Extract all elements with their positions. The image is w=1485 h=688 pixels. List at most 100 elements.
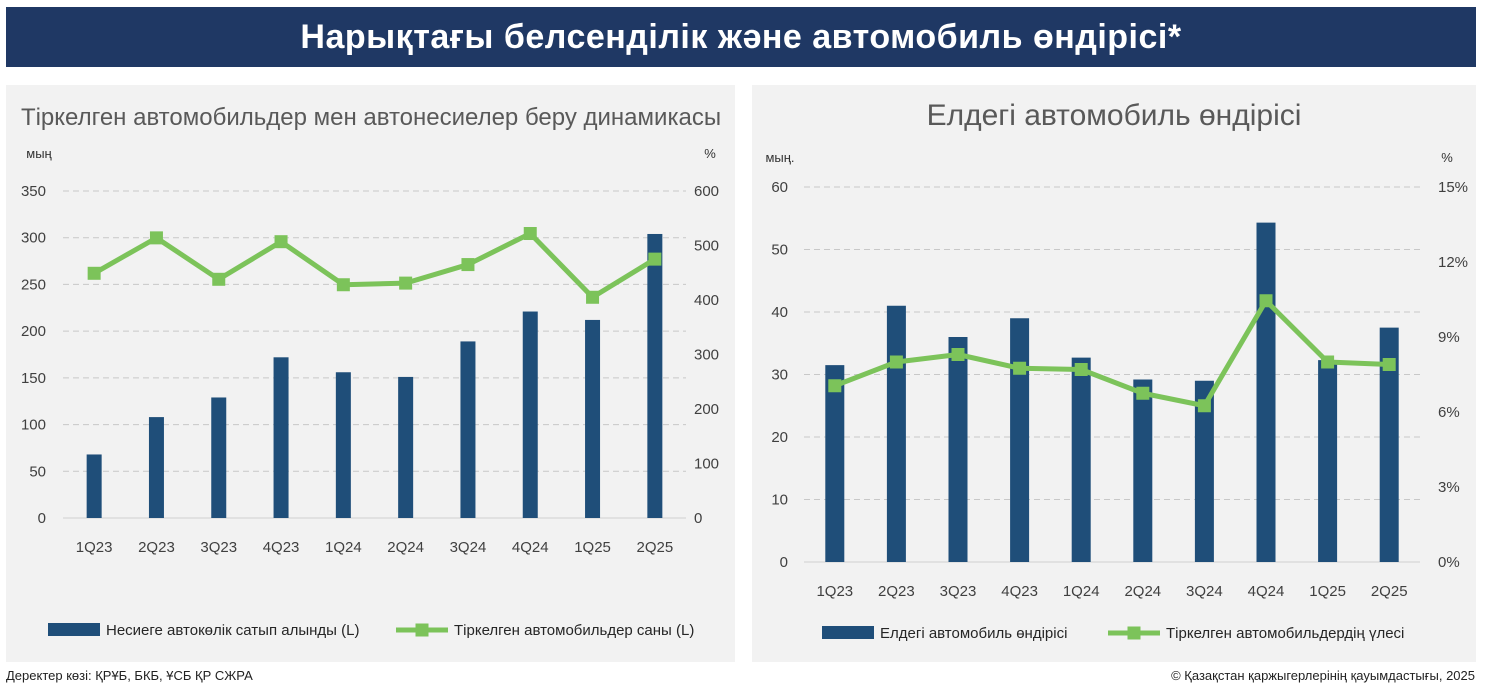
line-point <box>1321 355 1335 369</box>
copyright-note: © Қазақстан қаржыгерлерінің қауымдастығы… <box>1171 668 1475 683</box>
legend-bar-swatch <box>48 623 100 636</box>
y-right-tick-label: 0 <box>694 510 702 527</box>
bar <box>1318 360 1338 562</box>
bar <box>886 305 906 562</box>
x-tick-label: 3Q23 <box>940 583 977 600</box>
y-right-tick-label: 400 <box>694 292 719 309</box>
y-left-tick-label: 250 <box>21 276 46 293</box>
line-point <box>648 252 662 266</box>
x-tick-label: 4Q23 <box>263 539 300 556</box>
y-left-tick-label: 300 <box>21 230 46 247</box>
bar <box>273 357 289 518</box>
y-left-tick-label: 350 <box>21 183 46 200</box>
y-right-tick-label: 6% <box>1438 404 1460 421</box>
x-tick-label: 4Q24 <box>1248 583 1285 600</box>
x-tick-label: 2Q23 <box>878 583 915 600</box>
y-right-tick-label: 500 <box>694 238 719 255</box>
legend-bar-swatch <box>822 626 874 639</box>
registrations-chart: Тіркелген автомобильдер мен автонесиелер… <box>21 104 721 639</box>
bar <box>1379 327 1399 562</box>
bar <box>1010 318 1030 562</box>
line-point <box>889 355 903 369</box>
y-right-tick-label: 100 <box>694 456 719 473</box>
bar <box>1194 380 1214 562</box>
bar <box>398 376 414 518</box>
legend-line-marker <box>1127 626 1141 640</box>
page-title: Нарықтағы белсенділік және автомобиль өн… <box>300 17 1182 56</box>
y-right-tick-label: 0% <box>1438 554 1460 571</box>
y-left-tick-label: 20 <box>771 429 788 446</box>
bar <box>211 397 227 518</box>
x-tick-label: 3Q24 <box>1186 583 1223 600</box>
x-tick-label: 1Q24 <box>1063 583 1100 600</box>
series-line <box>833 298 1390 409</box>
production-chart-panel: Елдегі автомобиль өндірісі мың.% 0 10 20 30 40… <box>752 85 1476 662</box>
y-right-tick-label: 9% <box>1438 329 1460 346</box>
bar <box>460 341 476 518</box>
y-left-tick-label: 150 <box>21 370 46 387</box>
bar <box>585 319 601 518</box>
line-point <box>1197 399 1211 413</box>
x-tick-label: 4Q24 <box>512 539 549 556</box>
x-tick-label: 2Q25 <box>1371 583 1408 600</box>
chart-title: Елдегі автомобиль өндірісі <box>927 99 1302 132</box>
bar <box>1256 222 1276 562</box>
x-tick-label: 3Q24 <box>450 539 487 556</box>
line-point <box>399 276 413 290</box>
line-point <box>586 290 600 304</box>
legend-bar-label: Несиеге автокөлік сатып алынды (L) <box>106 622 359 639</box>
y-left-tick-label: 10 <box>771 492 788 509</box>
line-point <box>1136 386 1150 400</box>
line-point <box>149 231 163 245</box>
bar <box>522 311 538 518</box>
legend-bar-label: Елдегі автомобиль өндірісі <box>880 625 1067 642</box>
y-left-tick-label: 0 <box>38 510 46 527</box>
x-tick-label: 1Q23 <box>816 583 853 600</box>
line-point <box>87 266 101 280</box>
y-right-tick-label: 200 <box>694 401 719 418</box>
y-right-unit: % <box>704 146 716 161</box>
line-point <box>1074 363 1088 376</box>
production-chart: Елдегі автомобиль өндірісі мың. % 0 10 20 30 40… <box>765 99 1468 642</box>
line-point <box>461 258 475 272</box>
y-left-tick-label: 50 <box>29 463 46 480</box>
y-left-tick-label: 40 <box>771 304 788 321</box>
y-left-tick-label: 30 <box>771 367 788 384</box>
bar <box>825 365 845 562</box>
line-point <box>951 348 965 361</box>
y-left-tick-label: 50 <box>771 242 788 259</box>
y-left-unit: мың. <box>765 150 794 165</box>
title-banner: Нарықтағы белсенділік және автомобиль өн… <box>6 7 1476 67</box>
registrations-chart-panel: Тіркелген автомобильдер мен автонесиелер… <box>6 85 735 662</box>
x-tick-label: 1Q23 <box>76 539 113 556</box>
data-source-note: Деректер көзі: ҚРҰБ, БКБ, ҰСБ ҚР СЖРА <box>6 668 253 683</box>
y-right-tick-label: 12% <box>1438 254 1468 271</box>
x-tick-label: 1Q25 <box>1309 583 1346 600</box>
y-right-tick-label: 300 <box>694 347 719 364</box>
x-tick-label: 2Q24 <box>387 539 424 556</box>
y-left-tick-label: 0 <box>780 554 788 571</box>
line-point <box>1382 358 1396 371</box>
bar <box>1133 379 1153 562</box>
line-point <box>523 227 537 241</box>
line-point <box>1259 294 1273 308</box>
y-left-tick-label: 100 <box>21 417 46 434</box>
chart-title: Тіркелген автомобильдер мен автонесиелер… <box>21 104 721 131</box>
x-tick-label: 2Q25 <box>636 539 673 556</box>
line-point <box>274 235 288 249</box>
y-right-tick-label: 600 <box>694 183 719 200</box>
legend-line-label: Тіркелген автомобильдер саны (L) <box>454 622 694 639</box>
legend-line-marker <box>415 623 429 637</box>
y-left-unit: мың <box>26 146 52 161</box>
legend-line-label: Тіркелген автомобильдердің үлесі <box>1166 625 1404 642</box>
line-point <box>1013 361 1027 375</box>
y-left-tick-label: 60 <box>771 179 788 196</box>
y-right-unit: % <box>1441 150 1453 165</box>
line-point <box>828 379 842 393</box>
x-tick-label: 4Q23 <box>1001 583 1038 600</box>
x-tick-label: 1Q24 <box>325 539 362 556</box>
x-tick-label: 2Q24 <box>1124 583 1161 600</box>
y-right-tick-label: 3% <box>1438 479 1460 496</box>
x-tick-label: 1Q25 <box>574 539 611 556</box>
bar <box>86 454 102 518</box>
